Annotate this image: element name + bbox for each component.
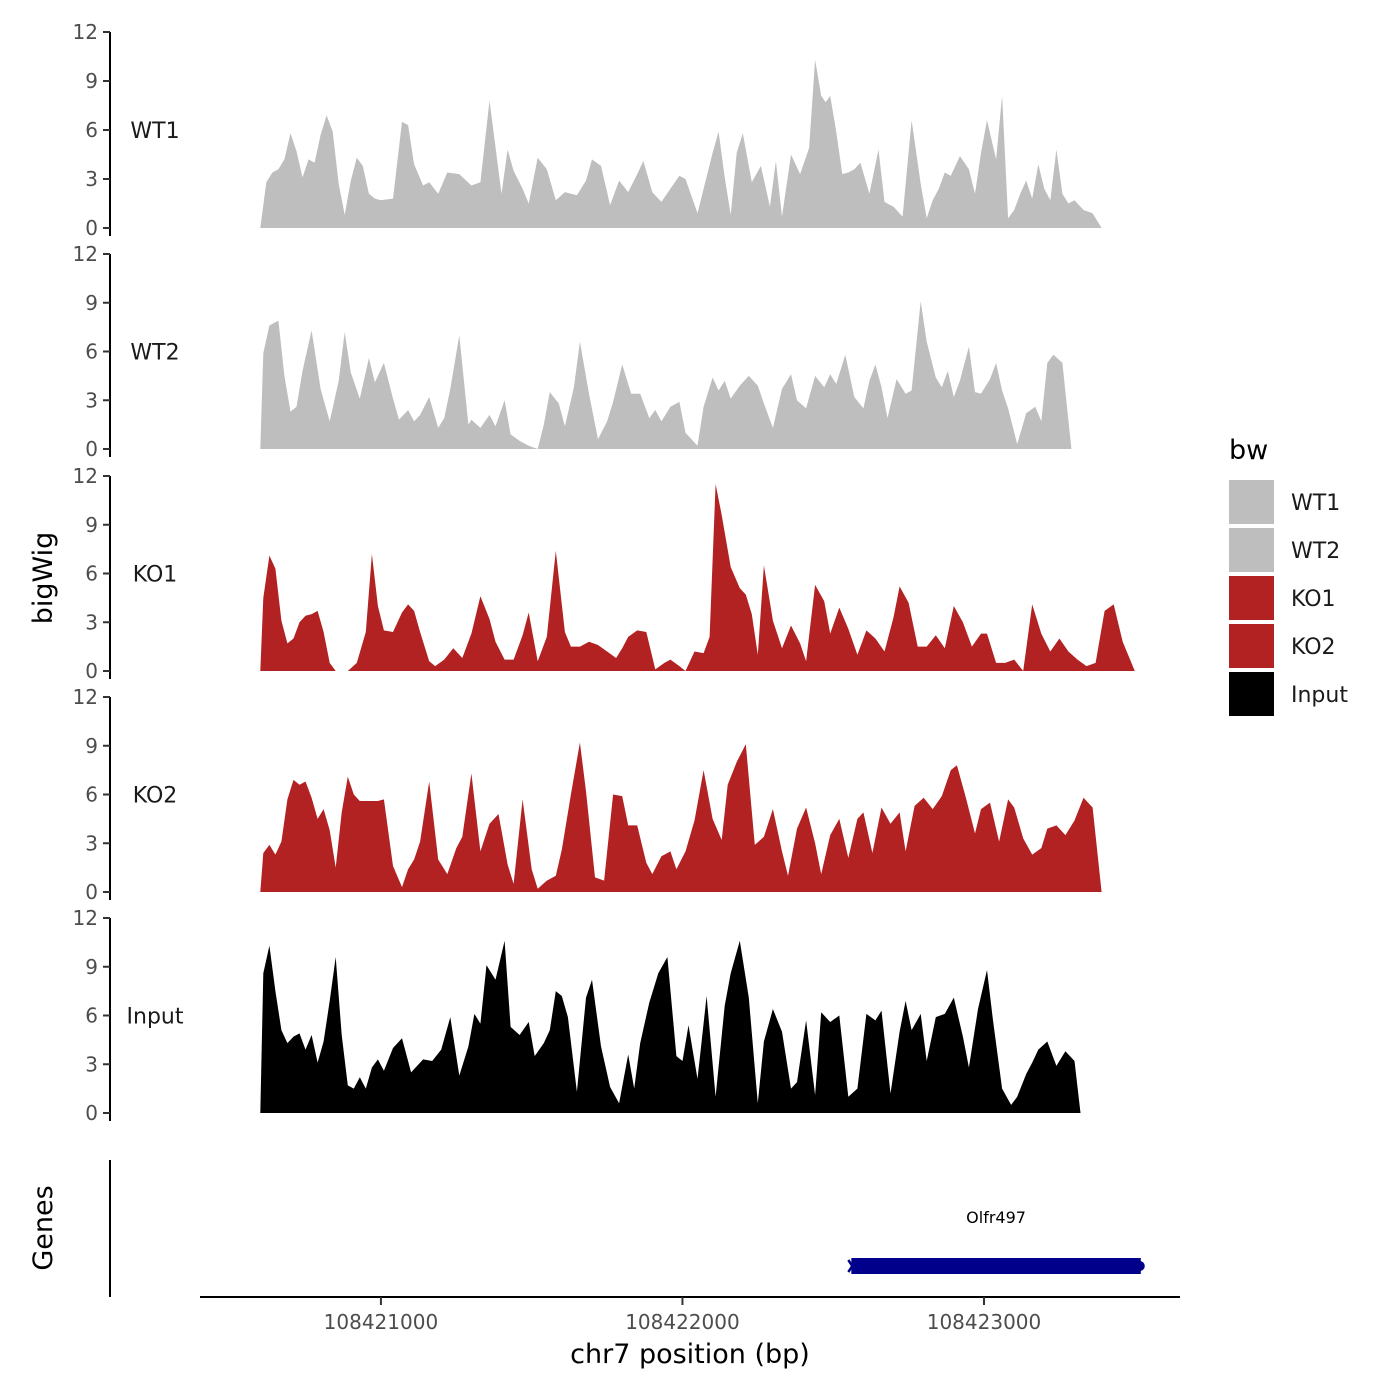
gene-body [851, 1258, 1141, 1274]
legend-swatch-ko2 [1229, 624, 1274, 668]
y-axis-title: bigWig [28, 532, 59, 625]
gene-label: Olfr497 [966, 1208, 1026, 1227]
track-label-wt1: WT1 [130, 119, 179, 144]
y-tick-label: 9 [85, 513, 98, 537]
track-area-ko1 [260, 484, 1135, 671]
genes-axis-title: Genes [28, 1185, 59, 1270]
y-tick-label: 9 [85, 955, 98, 979]
track-area-wt2 [260, 301, 1135, 449]
y-tick-label: 12 [73, 20, 98, 44]
y-tick-label: 6 [85, 562, 98, 586]
track-area-wt1 [260, 59, 1102, 228]
y-tick-label: 3 [85, 831, 98, 855]
track-label-input: Input [127, 1005, 184, 1030]
y-tick-label: 9 [85, 734, 98, 758]
y-tick-label: 12 [73, 906, 98, 930]
legend-label-wt2: WT2 [1291, 539, 1340, 564]
y-tick-label: 12 [73, 242, 98, 266]
legend-swatch-wt1 [1229, 480, 1274, 524]
y-tick-label: 3 [85, 1052, 98, 1076]
x-tick-label: 108421000 [324, 1310, 439, 1334]
y-tick-label: 0 [85, 216, 98, 240]
y-tick-label: 9 [85, 69, 98, 93]
legend-label-wt1: WT1 [1291, 491, 1340, 516]
legend-label-ko2: KO2 [1291, 635, 1336, 660]
gene-end-marker [1134, 1261, 1145, 1271]
track-label-wt2: WT2 [130, 341, 179, 366]
y-tick-label: 3 [85, 167, 98, 191]
track-label-ko1: KO1 [133, 563, 178, 588]
y-tick-label: 0 [85, 659, 98, 683]
x-axis-title: chr7 position (bp) [570, 1339, 810, 1370]
y-tick-label: 12 [73, 464, 98, 488]
y-tick-label: 0 [85, 437, 98, 461]
legend-swatch-input [1229, 672, 1274, 716]
legend-swatch-wt2 [1229, 528, 1274, 572]
legend-swatch-ko1 [1229, 576, 1274, 620]
y-tick-label: 3 [85, 388, 98, 412]
y-tick-label: 6 [85, 340, 98, 364]
x-tick-label: 108422000 [625, 1310, 740, 1334]
gene-strand-marker [847, 1259, 858, 1273]
track-label-ko2: KO2 [133, 784, 178, 809]
track-area-ko2 [260, 742, 1135, 892]
x-tick-label: 108423000 [927, 1310, 1042, 1334]
y-tick-label: 6 [85, 1004, 98, 1028]
y-tick-label: 12 [73, 685, 98, 709]
y-tick-label: 9 [85, 291, 98, 315]
y-tick-label: 3 [85, 610, 98, 634]
y-tick-label: 6 [85, 783, 98, 807]
legend-title: bw [1229, 435, 1268, 466]
y-tick-label: 0 [85, 1101, 98, 1125]
track-area-input [260, 940, 1135, 1113]
legend-label-ko1: KO1 [1291, 587, 1336, 612]
y-tick-label: 6 [85, 118, 98, 142]
y-tick-label: 0 [85, 880, 98, 904]
legend-label-input: Input [1291, 683, 1348, 708]
